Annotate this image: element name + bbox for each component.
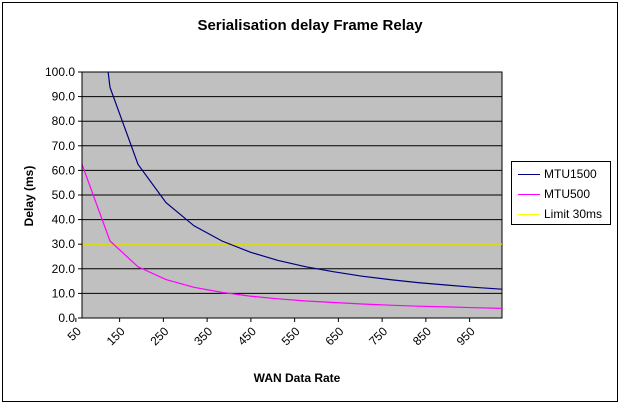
y-tick-label: 0.0 bbox=[58, 311, 75, 325]
y-tick-label: 10.0 bbox=[52, 286, 76, 300]
x-tick-label: 850 bbox=[410, 324, 434, 348]
y-tick-label: 80.0 bbox=[52, 114, 76, 128]
legend-label-mtu500: MTU500 bbox=[544, 187, 591, 201]
legend-label-mtu1500: MTU1500 bbox=[544, 167, 597, 181]
x-tick-label: 450 bbox=[235, 324, 259, 348]
x-axis-title: WAN Data Rate bbox=[254, 371, 341, 385]
y-tick-label: 100.0 bbox=[45, 65, 75, 79]
y-tick-label: 20.0 bbox=[52, 262, 76, 276]
legend-label-limit: Limit 30ms bbox=[544, 207, 603, 221]
y-tick-label: 30.0 bbox=[52, 237, 76, 251]
y-tick-label: 50.0 bbox=[52, 188, 76, 202]
x-tick-label: 50 bbox=[65, 324, 85, 344]
series-line-mtu500 bbox=[82, 164, 502, 309]
y-tick-label: 90.0 bbox=[52, 90, 76, 104]
y-tick-label: 60.0 bbox=[52, 163, 76, 177]
x-tick-label: 950 bbox=[454, 324, 478, 348]
y-tick-label: 40.0 bbox=[52, 213, 76, 227]
chart-title: Serialisation delay Frame Relay bbox=[197, 17, 423, 34]
x-tick-label: 350 bbox=[191, 324, 215, 348]
legend: MTU1500 MTU500 Limit 30ms bbox=[511, 161, 611, 225]
y-tick-label: 70.0 bbox=[52, 139, 76, 153]
x-tick-label: 250 bbox=[147, 324, 171, 348]
x-tick-label: 750 bbox=[366, 324, 390, 348]
x-tick-label: 650 bbox=[322, 324, 346, 348]
series-line-mtu1500 bbox=[107, 72, 502, 290]
series-layer bbox=[82, 72, 502, 309]
x-tick-label: 150 bbox=[104, 324, 128, 348]
legend-swatch-mtu1500 bbox=[518, 174, 540, 175]
legend-item-limit: Limit 30ms bbox=[512, 206, 610, 224]
legend-item-mtu500: MTU500 bbox=[512, 186, 610, 204]
x-tick-label: 550 bbox=[279, 324, 303, 348]
legend-item-mtu1500: MTU1500 bbox=[512, 166, 610, 184]
legend-swatch-limit bbox=[518, 214, 540, 215]
y-axis-title: Delay (ms) bbox=[22, 166, 36, 227]
legend-swatch-mtu500 bbox=[518, 194, 540, 195]
